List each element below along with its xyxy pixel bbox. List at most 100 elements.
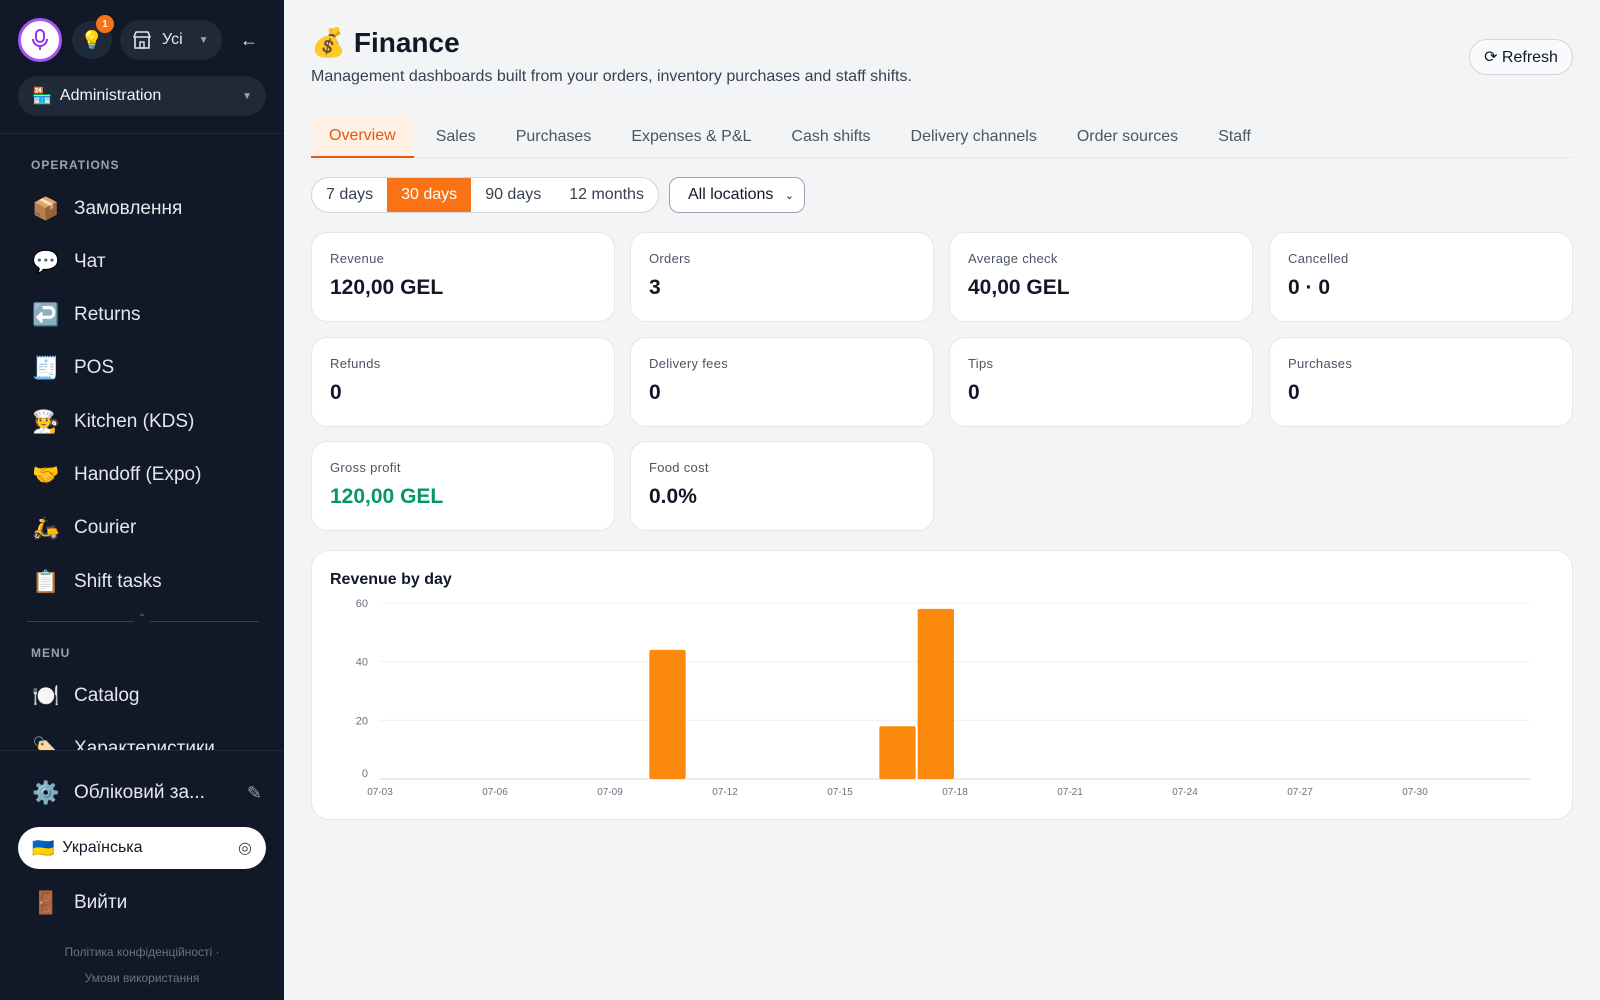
page-title: 💰 Finance: [311, 26, 460, 59]
range-90-days[interactable]: 90 days: [485, 186, 542, 203]
logout-button[interactable]: 🚪 Вийти: [32, 883, 127, 923]
store-selector-label: Усі: [162, 31, 183, 48]
location-select[interactable]: All locations ⌄: [669, 177, 805, 213]
kpi-label: Revenue: [330, 251, 385, 266]
kpi-value: 0 · 0: [1288, 276, 1331, 299]
refresh-button[interactable]: ⟳ Refresh: [1469, 39, 1573, 75]
revenue-by-day-chart: Revenue by day 0 20 40 60 07-03 07-06 07-09 07-…: [311, 550, 1573, 820]
kpi-value: 0: [968, 381, 980, 404]
kpi-label: Tips: [968, 356, 994, 371]
range-7-days[interactable]: 7 days: [326, 186, 374, 203]
collapse-sidebar-icon[interactable]: ←: [240, 30, 258, 50]
role-selector[interactable]: 🏪 Administration ▼: [18, 76, 266, 116]
kpi-value: 0.0%: [649, 485, 697, 508]
sidebar-item-handoff[interactable]: 🤝 Handoff (Expo): [28, 453, 264, 497]
bar: [917, 608, 954, 779]
pencil-icon[interactable]: ✎: [246, 782, 262, 803]
y-tick-label: 0: [362, 768, 368, 780]
bar: [649, 649, 686, 779]
sidebar-item-label: Shift tasks: [74, 571, 162, 592]
microphone-icon: [32, 29, 48, 50]
sidebar-item-catalog[interactable]: 🍽️ Catalog: [28, 674, 264, 718]
x-tick-label: 07-12: [712, 787, 738, 798]
kpi-label: Average check: [968, 251, 1058, 266]
terms-link[interactable]: Умови використання: [84, 971, 200, 985]
logout-label: Вийти: [74, 892, 128, 913]
voice-assistant-button[interactable]: [18, 18, 62, 62]
sidebar-item-label: Характеристики: [74, 738, 215, 750]
range-12-months[interactable]: 12 months: [569, 186, 644, 203]
sidebar-item-courier[interactable]: 🛵 Courier: [28, 506, 264, 550]
kpi-value: 40,00 GEL: [968, 276, 1070, 299]
sidebar-item-label: Замовлення: [74, 198, 183, 219]
x-tick-label: 07-09: [597, 787, 623, 798]
kpi-card-delivery-fees: Delivery fees 0: [630, 337, 934, 427]
sidebar-item-pos[interactable]: 🧾 POS: [28, 346, 264, 390]
tab-staff[interactable]: Staff: [1218, 128, 1251, 145]
kpi-value: 0: [649, 381, 661, 404]
location-select-value: All locations: [688, 186, 774, 203]
chevron-down-icon: ▼: [198, 34, 209, 46]
receipt-icon: 🧾: [32, 355, 60, 380]
language-label: Українська: [62, 839, 143, 856]
chart-title: Revenue by day: [330, 571, 452, 588]
sidebar-item-chat[interactable]: 💬 Чат: [28, 240, 264, 284]
kpi-card-gross-profit: Gross profit 120,00 GEL: [311, 441, 615, 531]
tab-purchases[interactable]: Purchases: [515, 128, 592, 145]
tab-order-sources[interactable]: Order sources: [1076, 128, 1179, 145]
kpi-label: Delivery fees: [649, 356, 729, 371]
sidebar-item-label: POS: [74, 357, 115, 378]
sidebar-footer: ⚙️ Обліковий за... ✎ 🇺🇦 Українська ◎ 🚪 В…: [0, 750, 284, 1000]
sidebar-header: 💡 1 Усі ▼ ← 🏪 Administration ▼: [0, 0, 284, 134]
return-icon: ↩️: [32, 302, 60, 327]
clipboard-icon: 📋: [32, 569, 60, 594]
tips-button[interactable]: 💡 1: [72, 15, 114, 59]
tab-sales[interactable]: Sales: [435, 128, 476, 145]
scooter-icon: 🛵: [32, 515, 60, 540]
x-tick-label: 07-06: [482, 787, 508, 798]
sidebar-item-label: Kitchen (KDS): [74, 411, 195, 432]
revenue-chart-svg: 0 20 40 60 07-03 07-06 07-09 07-12 07-15 07-18 07-…: [356, 598, 1530, 798]
tab-cash-shifts[interactable]: Cash shifts: [791, 128, 871, 145]
menu-section-label: MENU: [31, 646, 71, 660]
handshake-icon: 🤝: [32, 462, 60, 487]
kpi-label: Purchases: [1288, 356, 1353, 371]
kpi-label: Gross profit: [330, 460, 401, 475]
legal-links: Політика конфіденційності · Умови викори…: [0, 939, 284, 991]
chat-icon: 💬: [32, 249, 60, 274]
range-30-days[interactable]: 30 days: [387, 178, 472, 212]
language-selector[interactable]: 🇺🇦 Українська ◎: [18, 827, 266, 869]
role-selector-label: Administration: [59, 87, 162, 104]
kpi-card-cancelled: Cancelled 0 · 0: [1269, 232, 1573, 322]
sidebar-item-attributes[interactable]: 🏷️ Характеристики: [28, 727, 264, 750]
store-selector[interactable]: Усі ▼: [120, 20, 222, 60]
tab-delivery-channels[interactable]: Delivery channels: [910, 128, 1037, 145]
kpi-label: Cancelled: [1288, 251, 1349, 266]
kpi-card-orders: Orders 3: [630, 232, 934, 322]
account-settings-link[interactable]: ⚙️ Обліковий за... ✎: [32, 773, 262, 813]
kpi-value: 0: [1288, 381, 1300, 404]
sidebar-item-orders[interactable]: 📦 Замовлення: [28, 187, 264, 231]
tab-expenses-pl[interactable]: Expenses & P&L: [631, 128, 752, 145]
money-bag-icon: 💰: [311, 27, 346, 58]
page-title-text: Finance: [353, 26, 460, 58]
kpi-label: Refunds: [330, 356, 381, 371]
kpi-card-food-cost: Food cost 0.0%: [630, 441, 934, 531]
legal-separator: ·: [215, 945, 220, 959]
x-tick-label: 07-30: [1402, 787, 1428, 798]
sidebar-item-label: Handoff (Expo): [74, 464, 202, 485]
x-tick-label: 07-15: [827, 787, 853, 798]
page-subtitle: Management dashboards built from your or…: [311, 68, 912, 85]
chevron-up-icon[interactable]: ⌃: [134, 612, 150, 626]
sidebar-item-returns[interactable]: ↩️ Returns: [28, 293, 264, 337]
gear-icon: ⚙️: [32, 780, 60, 805]
sidebar-item-shift-tasks[interactable]: 📋 Shift tasks: [28, 560, 264, 604]
tab-overview[interactable]: Overview: [311, 116, 414, 158]
kpi-value: 120,00 GEL: [330, 276, 444, 299]
privacy-policy-link[interactable]: Політика конфіденційності: [64, 945, 213, 959]
sidebar-item-label: Catalog: [74, 685, 140, 706]
globe-icon: ◎: [238, 840, 252, 857]
account-label: Обліковий за...: [74, 782, 205, 803]
kpi-value: 3: [649, 276, 661, 299]
sidebar-item-kitchen[interactable]: 🧑‍🍳 Kitchen (KDS): [28, 400, 264, 444]
